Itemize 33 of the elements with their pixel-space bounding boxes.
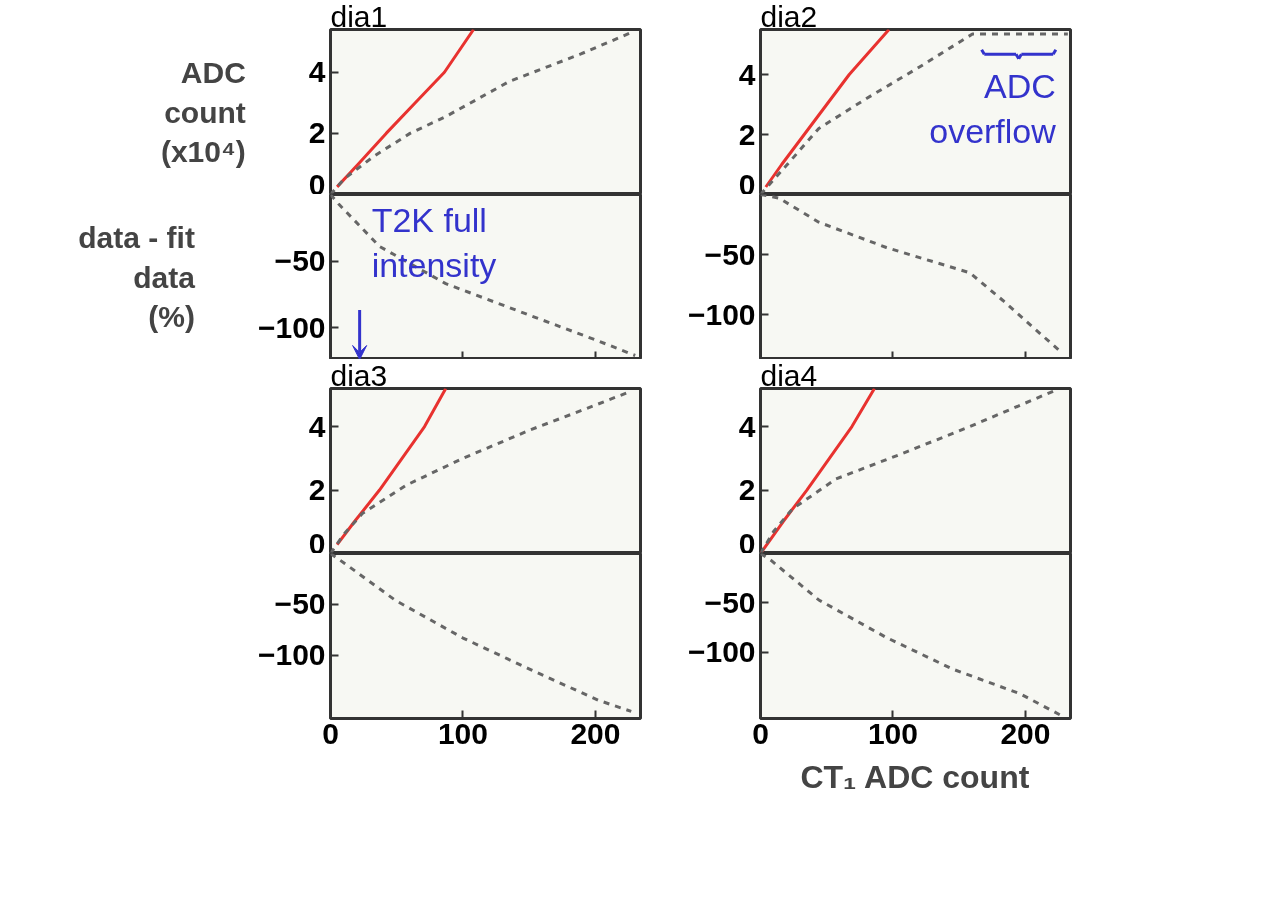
chart-title: dia1 [330, 0, 388, 33]
y-tick-label: 2 [738, 117, 756, 151]
y-tick-label: −100 [257, 310, 326, 344]
x-tick-label: 100 [437, 716, 489, 750]
x-tick-label: 200 [570, 716, 621, 750]
y-tick-label: −100 [687, 635, 756, 669]
y-tick-label: −50 [274, 244, 326, 278]
x-axis-title: CT₁ ADC count [800, 758, 1030, 795]
y-tick-label: −50 [274, 587, 326, 621]
y-tick-label: −100 [687, 297, 756, 331]
chart-title: dia2 [760, 0, 818, 33]
x-tick-label: 200 [1000, 716, 1051, 750]
y-tick-label: −100 [257, 638, 326, 672]
annotation: T2K full intensity [371, 200, 497, 285]
x-tick-label: 100 [867, 716, 919, 750]
y-tick-label: −50 [704, 237, 756, 271]
y-axis-title: ADC count (x10⁴) [160, 55, 246, 169]
y-tick-label: 0 [308, 526, 326, 560]
chart-title: dia4 [760, 358, 818, 392]
y-tick-label: 4 [738, 409, 756, 443]
y-axis-title: data - fit data (%) [78, 220, 196, 334]
y-tick-label: 0 [308, 167, 326, 201]
y-tick-label: −50 [704, 585, 756, 619]
y-tick-label: 2 [738, 473, 756, 507]
y-tick-label: 0 [738, 526, 756, 560]
y-tick-label: 4 [308, 55, 326, 89]
annotation: ADC overflow [929, 66, 1057, 151]
y-tick-label: 2 [308, 473, 326, 507]
y-tick-label: 4 [308, 409, 326, 443]
y-tick-label: 2 [308, 116, 326, 150]
y-tick-label: 0 [738, 167, 756, 201]
y-tick-label: 4 [738, 57, 756, 91]
chart-title: dia3 [330, 358, 388, 392]
